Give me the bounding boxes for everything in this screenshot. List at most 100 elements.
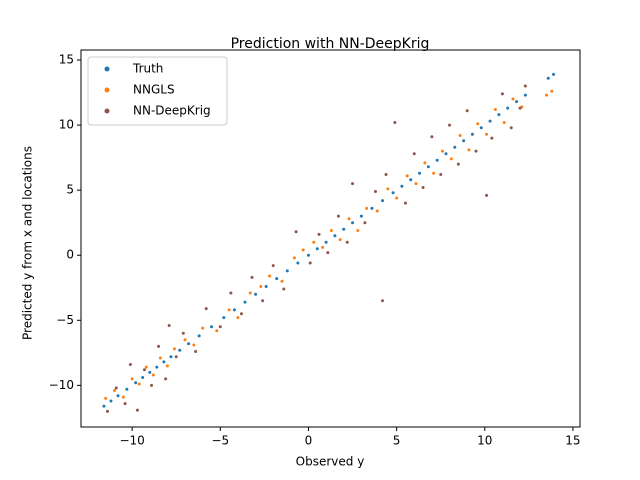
- point: [432, 171, 436, 175]
- point: [306, 253, 310, 257]
- point: [137, 382, 141, 386]
- plot-frame: [80, 49, 581, 428]
- point: [155, 365, 159, 369]
- point: [321, 245, 325, 249]
- point: [515, 100, 519, 104]
- point: [141, 376, 145, 380]
- y-axis-label: Predicted y from x and locations: [21, 146, 35, 340]
- point: [418, 171, 422, 175]
- point: [453, 145, 457, 149]
- legend-marker: [104, 108, 110, 114]
- point: [430, 135, 434, 139]
- point: [435, 158, 439, 162]
- point: [324, 240, 328, 244]
- point: [105, 409, 109, 413]
- x-tick-label: 15: [565, 434, 580, 448]
- point: [421, 186, 425, 190]
- point: [405, 174, 409, 178]
- point: [363, 221, 367, 225]
- x-tick-label: 5: [393, 434, 401, 448]
- point: [128, 363, 132, 367]
- y-tick-label: −5: [56, 313, 74, 327]
- point: [403, 201, 407, 205]
- point: [400, 184, 404, 188]
- point: [423, 161, 427, 165]
- point: [485, 193, 489, 197]
- y-tick-label: 0: [66, 248, 74, 262]
- point: [485, 132, 489, 136]
- point: [215, 329, 219, 333]
- point: [351, 221, 355, 225]
- point: [467, 148, 471, 152]
- point: [523, 93, 527, 97]
- point: [336, 214, 340, 218]
- point: [500, 92, 504, 96]
- point: [312, 240, 316, 244]
- point: [370, 206, 374, 210]
- point: [172, 347, 176, 351]
- point: [462, 139, 466, 143]
- point: [552, 72, 556, 76]
- point: [264, 284, 268, 288]
- point: [275, 277, 279, 281]
- point: [333, 234, 337, 238]
- point: [181, 331, 185, 335]
- point: [356, 228, 360, 232]
- point: [280, 279, 284, 283]
- point: [209, 325, 213, 329]
- point: [121, 395, 125, 399]
- point: [470, 132, 474, 136]
- point: [384, 173, 388, 177]
- point: [150, 383, 154, 387]
- point: [493, 107, 497, 111]
- y-tick-label: 5: [66, 183, 74, 197]
- point: [144, 365, 148, 369]
- legend-label: NNGLS: [133, 83, 175, 97]
- legend-label: Truth: [132, 62, 163, 76]
- point: [550, 89, 554, 93]
- point: [259, 284, 263, 288]
- point: [373, 189, 377, 193]
- point: [261, 299, 265, 303]
- point: [381, 199, 385, 203]
- point: [282, 287, 286, 291]
- point: [497, 113, 501, 117]
- point: [135, 408, 139, 412]
- point: [544, 93, 548, 97]
- point: [162, 360, 166, 364]
- point: [386, 187, 390, 191]
- point: [167, 323, 171, 327]
- point: [409, 178, 413, 182]
- point: [148, 370, 152, 374]
- point: [268, 274, 272, 278]
- point: [359, 214, 363, 218]
- x-tick-label: −5: [211, 434, 229, 448]
- point: [502, 120, 506, 124]
- point: [125, 387, 129, 391]
- point: [227, 308, 231, 312]
- point: [412, 152, 416, 156]
- point: [351, 182, 355, 186]
- point: [236, 316, 240, 320]
- point: [158, 356, 162, 360]
- legend-marker: [104, 87, 110, 93]
- point: [292, 256, 296, 260]
- x-axis-label: Observed y: [296, 455, 365, 469]
- point: [395, 196, 399, 200]
- point: [511, 97, 515, 101]
- point: [546, 76, 550, 80]
- point: [490, 136, 494, 140]
- point: [414, 182, 418, 186]
- point: [271, 264, 275, 268]
- point: [294, 230, 298, 234]
- point: [114, 386, 118, 390]
- chart-title: Prediction with NN-DeepKrig: [231, 36, 430, 52]
- point: [243, 300, 247, 304]
- point: [465, 109, 469, 113]
- point: [506, 106, 510, 110]
- point: [164, 377, 168, 381]
- point: [130, 377, 134, 381]
- legend-box: [87, 56, 228, 126]
- point: [178, 348, 182, 352]
- legend-label: NN-DeepKrig: [133, 104, 211, 118]
